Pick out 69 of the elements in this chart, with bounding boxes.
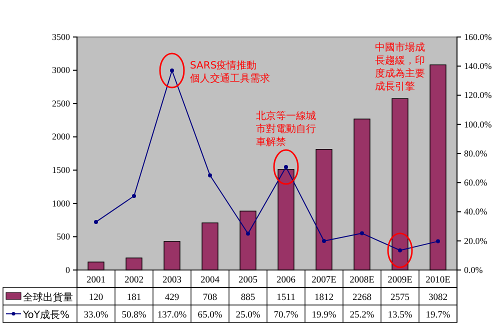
point (132, 194, 136, 198)
bar (202, 222, 218, 270)
text: 708 (202, 292, 218, 303)
bar (354, 118, 370, 270)
text: 65.0% (198, 310, 222, 320)
text: 120 (88, 292, 104, 303)
y-tick-label: 3000 (52, 65, 70, 76)
y2-tick-label: 160.0% (464, 32, 492, 42)
annotation: 北京等一線城市對電動自行車解禁 (256, 110, 316, 148)
text: 2268 (352, 292, 372, 303)
x-tick-label: 2004 (200, 275, 220, 286)
y2-tick-label: 0.0% (464, 264, 484, 275)
bar (126, 258, 142, 270)
point (208, 173, 212, 178)
text: 429 (164, 292, 180, 303)
y2-tick-label: 140.0% (464, 61, 492, 72)
text: 25.2% (350, 310, 374, 320)
bar (240, 210, 256, 270)
text: 50.8% (122, 310, 146, 320)
bar (88, 262, 104, 270)
bar (430, 64, 446, 270)
y-tick-label: 2000 (52, 132, 70, 142)
text: 19.9% (312, 310, 336, 320)
text: 2575 (390, 292, 410, 303)
y2-tick-label: 60.0% (464, 178, 488, 188)
y-tick-label: 2500 (52, 98, 70, 108)
text: 25.0% (236, 310, 260, 320)
x-tick-label: 2003 (162, 275, 182, 286)
y-tick-label: 3500 (52, 32, 70, 42)
bar (392, 98, 408, 270)
x-tick-label: 2001 (86, 275, 106, 286)
y2-tick-label: 120.0% (464, 90, 492, 100)
point (436, 239, 440, 244)
x-tick-label: 2005 (238, 275, 258, 286)
point (94, 220, 98, 224)
x-tick-label: 2007E (312, 275, 337, 286)
y2-tick-label: 20.0% (464, 236, 488, 246)
bar (316, 149, 332, 270)
annotation: 中國市場成長趨緩，印度成為主要成長引擎 (375, 41, 425, 92)
text: 3082 (428, 292, 448, 303)
x-tick-label: 2006 (276, 275, 296, 286)
text: 181 (126, 292, 142, 303)
text: 137.0% (157, 310, 187, 320)
x-tick-label: 2010E (426, 275, 451, 286)
y-tick-label: 1000 (52, 198, 70, 208)
legend-label: 全球出貨量 (23, 291, 73, 304)
y-tick-label: 0 (66, 264, 70, 275)
y2-tick-label: 100.0% (464, 119, 492, 130)
y-tick-label: 1500 (52, 165, 70, 176)
text: 33.0% (84, 310, 108, 320)
text: 70.7% (274, 310, 298, 320)
text: 13.5% (388, 310, 412, 320)
bar (278, 169, 294, 270)
y2-tick-label: 80.0% (464, 148, 488, 158)
annotation: SARS疫情推動個人交通工具需求 (190, 59, 270, 84)
x-tick-label: 2009E (388, 275, 413, 286)
bar (164, 241, 180, 270)
legend-label: YoY成長% (22, 308, 70, 321)
x-tick-label: 2002 (124, 275, 144, 286)
point (322, 239, 326, 244)
text: 1812 (314, 292, 334, 303)
x-tick-label: 2008E (350, 275, 375, 286)
point (360, 231, 364, 236)
y-tick-label: 500 (56, 232, 70, 242)
text: 1511 (276, 292, 296, 303)
text: 19.7% (426, 310, 450, 320)
y2-tick-label: 40.0% (464, 206, 488, 217)
text: 885 (240, 292, 256, 303)
point (246, 232, 250, 236)
